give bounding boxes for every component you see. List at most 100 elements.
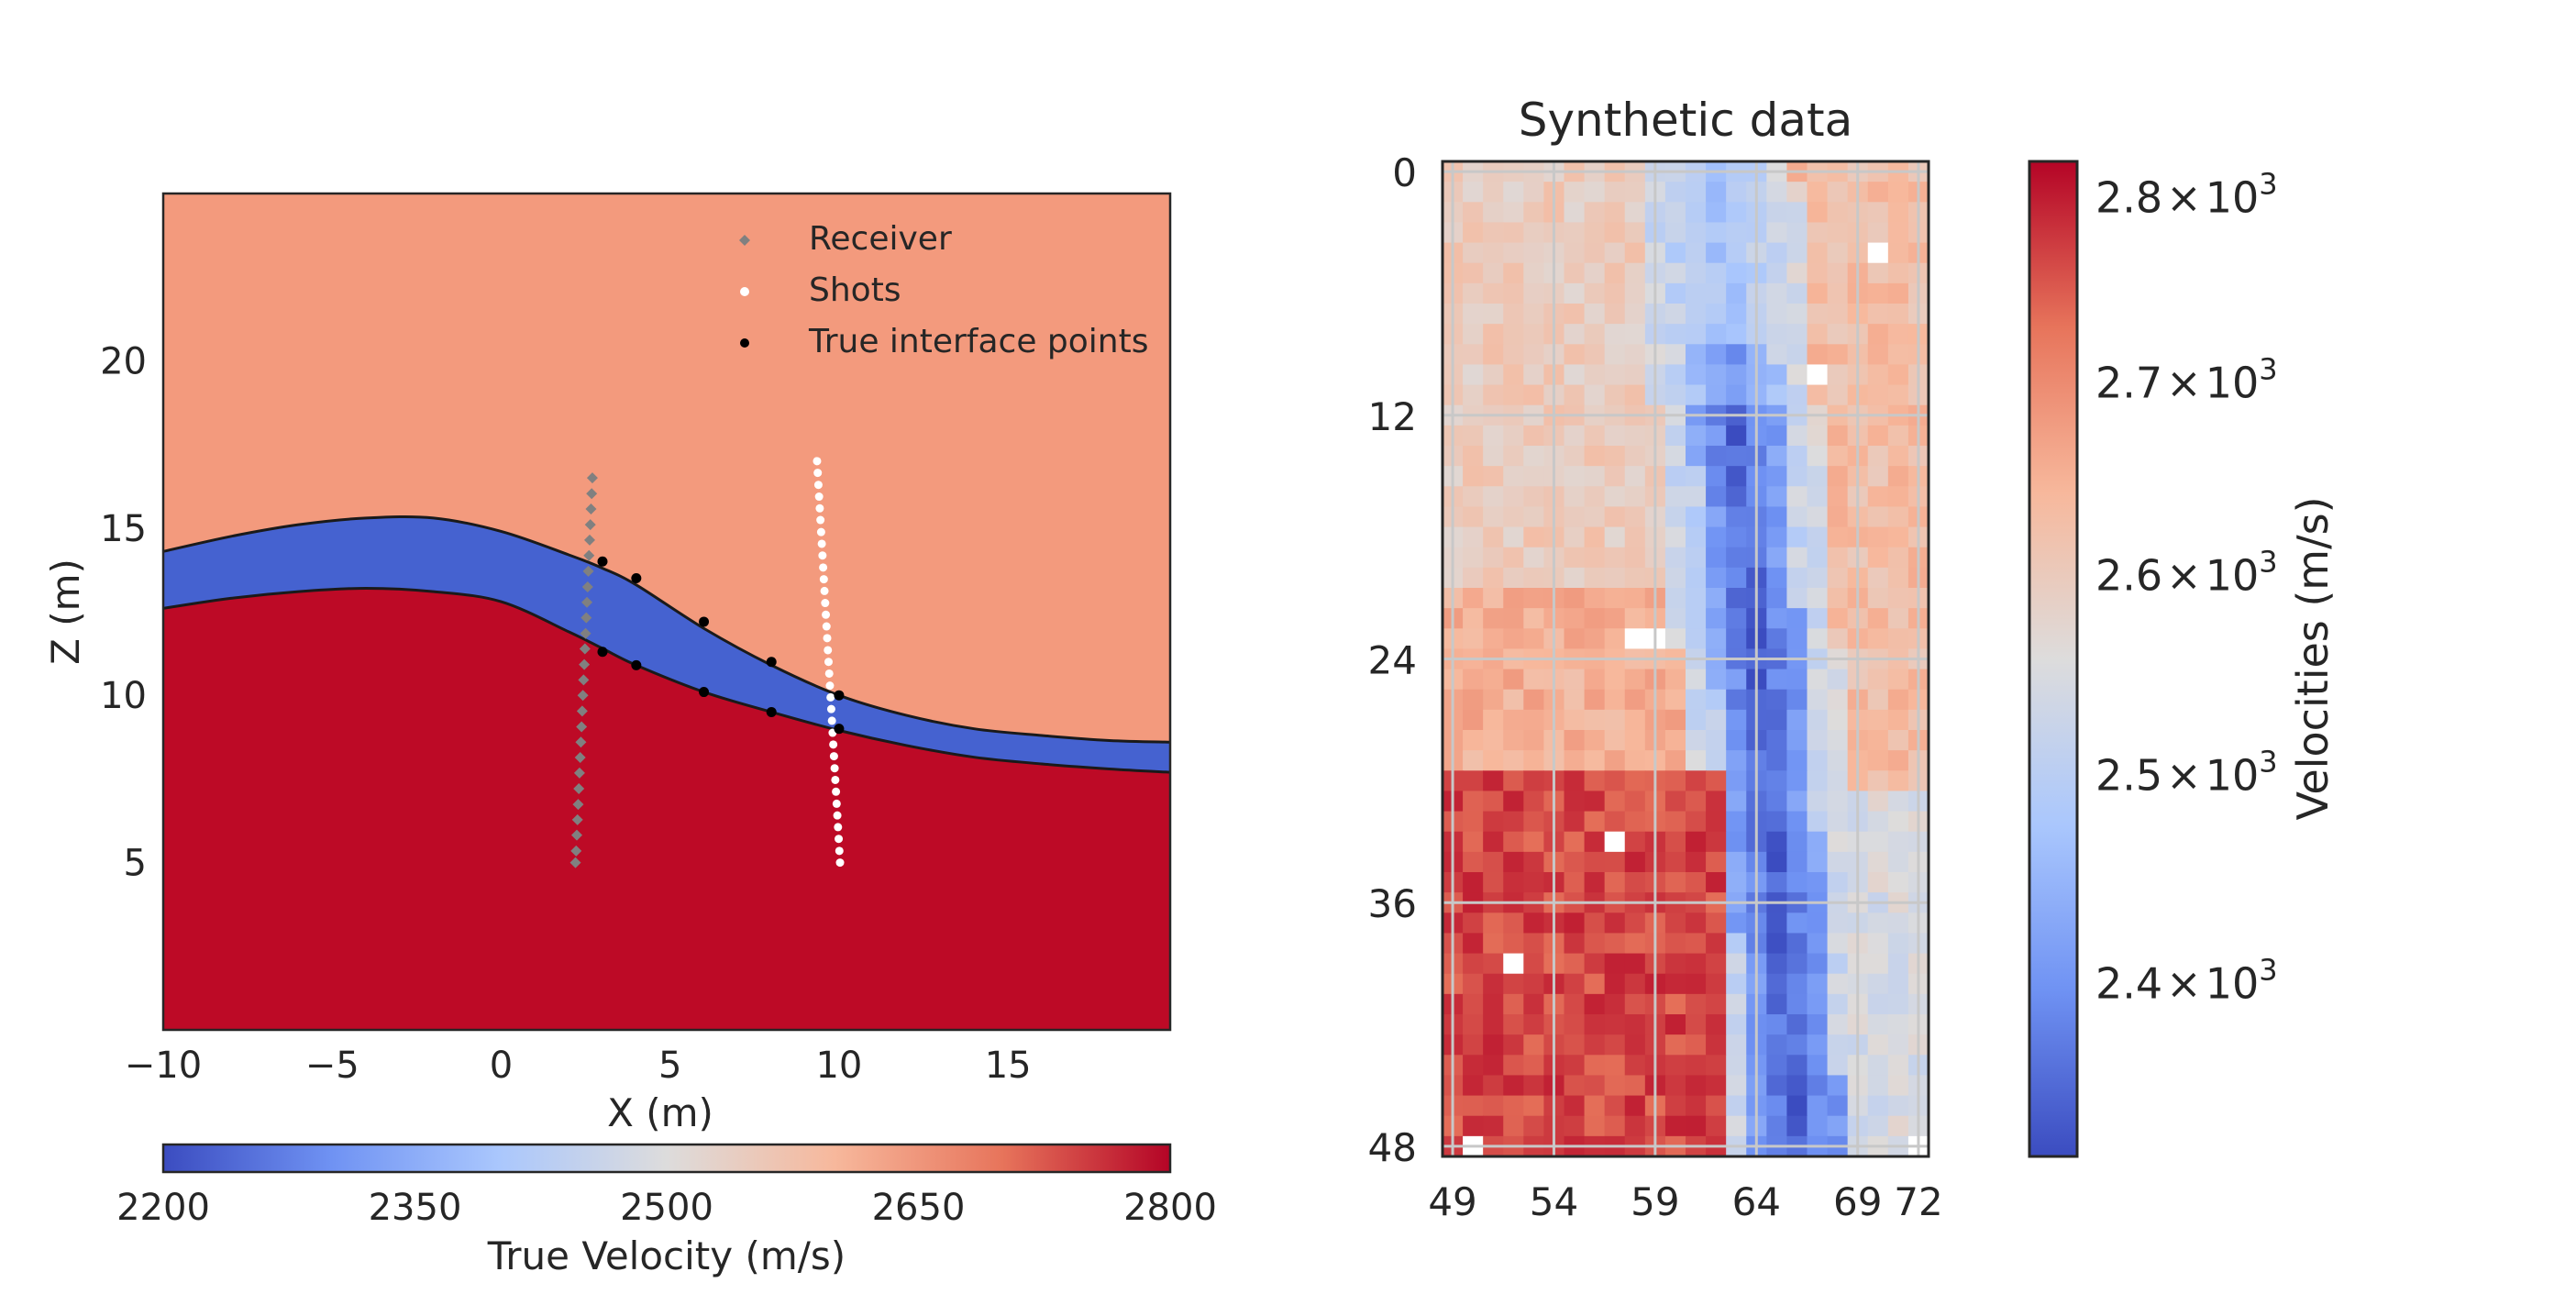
shot-marker	[821, 599, 830, 608]
heatmap-cell	[1503, 547, 1524, 569]
y-tick-label: 10	[100, 675, 147, 717]
heatmap-cell	[1726, 588, 1747, 609]
true-velocity-colorbar-ticks: 2200 2350 2500 2650 2800	[116, 1187, 1217, 1229]
heatmap-cell	[1463, 608, 1484, 629]
heatmap-cell	[1564, 202, 1586, 224]
heatmap-cell	[1706, 324, 1727, 345]
heatmap-cell	[1564, 689, 1586, 711]
heatmap-cell	[1726, 933, 1747, 955]
y-tick-label: 15	[100, 508, 147, 550]
x-tick-label: 69	[1833, 1179, 1882, 1224]
heatmap-cell	[1887, 202, 1909, 224]
heatmap-cell	[1503, 1014, 1524, 1035]
heatmap-cell	[1766, 202, 1788, 224]
heatmap-cell	[1564, 486, 1586, 508]
legend-interface-marker	[740, 338, 749, 348]
heatmap-cell	[1463, 872, 1484, 893]
heatmap-cell	[1786, 1055, 1808, 1077]
heatmap-cell	[1483, 831, 1504, 853]
heatmap-cell	[1604, 872, 1626, 893]
shot-markers	[813, 457, 845, 868]
heatmap-cell	[1503, 526, 1524, 548]
heatmap-cell	[1483, 628, 1504, 650]
heatmap-cell	[1564, 588, 1586, 609]
heatmap-cell	[1887, 811, 1909, 833]
heatmap-cell	[1664, 953, 1686, 975]
shot-marker	[835, 858, 845, 868]
heatmap-cell	[1564, 1034, 1586, 1056]
heatmap-cell	[1827, 628, 1849, 650]
heatmap-cell	[1887, 222, 1909, 244]
heatmap-cell	[1664, 1115, 1686, 1137]
receiver-markers	[569, 472, 598, 868]
heatmap-cell	[1766, 831, 1788, 853]
heatmap-cell	[1887, 770, 1909, 792]
heatmap-cell	[1483, 872, 1504, 893]
heatmap-cell	[1726, 282, 1747, 304]
heatmap-cell	[1706, 222, 1727, 244]
receiver-marker	[583, 549, 595, 561]
shot-marker	[826, 692, 835, 702]
colorbar-tick-label: 2350	[369, 1187, 462, 1229]
heatmap-cell	[1564, 567, 1586, 589]
heatmap-cell	[1726, 791, 1747, 813]
heatmap-cell	[1463, 933, 1484, 955]
heatmap-cell	[1766, 486, 1788, 508]
legend-receiver-label: Receiver	[809, 220, 952, 258]
heatmap-cell	[1584, 791, 1606, 813]
heatmap-cell	[1523, 262, 1545, 284]
heatmap-cell	[1584, 344, 1606, 366]
heatmap-cell	[1564, 872, 1586, 893]
velocities-colorbar	[2028, 160, 2079, 1158]
heatmap-cell	[1827, 182, 1849, 203]
heatmap-cell	[1604, 669, 1626, 691]
heatmap-cell	[1827, 262, 1849, 284]
heatmap-cell	[1624, 872, 1646, 893]
heatmap-cell	[1564, 506, 1586, 528]
heatmap-cell	[1624, 1075, 1646, 1097]
heatmap-cell	[1686, 831, 1707, 853]
heatmap-cell	[1463, 1055, 1484, 1077]
heatmap-cell	[1686, 973, 1707, 995]
heatmap-cell	[1523, 689, 1545, 711]
heatmap-cell	[1503, 242, 1524, 264]
heatmap-cell	[1483, 282, 1504, 304]
heatmap-cell	[1624, 851, 1646, 873]
synthetic-data-panel: Synthetic data 49 54 59 64 69 72 0 12 24 36 48 2.…	[1368, 94, 2338, 1224]
heatmap-cell	[1807, 831, 1829, 853]
heatmap-cell	[1706, 547, 1727, 569]
heatmap-cell	[1706, 1095, 1727, 1117]
heatmap-cell	[1664, 851, 1686, 873]
heatmap-cell	[1664, 933, 1686, 955]
heatmap-cell	[1887, 526, 1909, 548]
heatmap-cell	[1766, 791, 1788, 813]
heatmap-cell	[1887, 1075, 1909, 1097]
heatmap-cell	[1503, 872, 1524, 893]
heatmap-cell	[1766, 709, 1788, 731]
heatmap-cell	[1664, 912, 1686, 935]
heatmap-cell	[1726, 831, 1747, 853]
heatmap-cell	[1463, 446, 1484, 467]
heatmap-cell	[1584, 202, 1606, 224]
heatmap-cell	[1584, 811, 1606, 833]
shot-marker	[824, 646, 833, 655]
heatmap-cell	[1766, 1075, 1788, 1097]
heatmap-cell	[1564, 811, 1586, 833]
heatmap-cell	[1786, 953, 1808, 975]
heatmap-cell	[1523, 425, 1545, 447]
heatmap-cell	[1686, 1115, 1707, 1137]
heatmap-cell	[1604, 567, 1626, 589]
heatmap-cell	[1483, 182, 1504, 203]
heatmap-cell	[1726, 669, 1747, 691]
heatmap-cell	[1523, 304, 1545, 325]
heatmap-cell	[1523, 608, 1545, 629]
heatmap-cell	[1706, 770, 1727, 792]
heatmap-cell	[1887, 466, 1909, 487]
heatmap-cell	[1766, 872, 1788, 893]
heatmap-cell	[1686, 933, 1707, 955]
heatmap-cell	[1564, 912, 1586, 935]
heatmap-cell	[1523, 1055, 1545, 1077]
heatmap-cell	[1686, 1075, 1707, 1097]
heatmap-cell	[1564, 344, 1586, 366]
receiver-marker	[573, 767, 585, 779]
